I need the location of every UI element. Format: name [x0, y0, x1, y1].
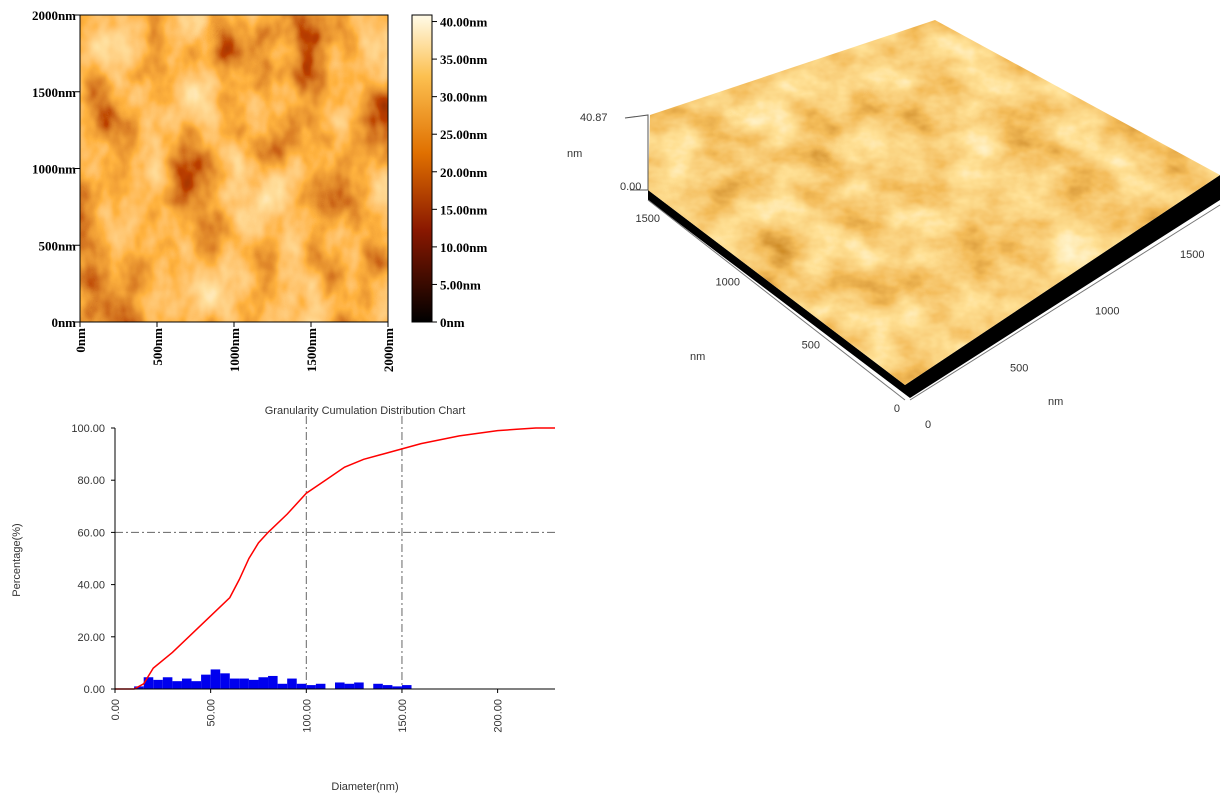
y-tick-label: 60.00 [77, 527, 105, 539]
z-min: 0.00 [620, 181, 641, 193]
histogram-bar [172, 681, 182, 689]
colorbar-label: 5.00nm [440, 277, 481, 292]
x-tick-label: 150.00 [397, 699, 409, 733]
right-axis [909, 204, 1221, 401]
colorbar-label: 15.00nm [440, 202, 487, 217]
histogram-bar [401, 685, 412, 689]
x-tick-label: 200.00 [493, 699, 505, 733]
histogram-bar [287, 678, 297, 689]
x-tick-label: 0nm [73, 328, 88, 353]
histogram-bar [143, 677, 154, 689]
left-tick-label: 0 [894, 403, 900, 415]
right-tick-label: 1500 [1180, 249, 1204, 261]
left-unit: nm [690, 351, 705, 363]
cumulative-line [115, 427, 555, 690]
afm-3d-panel: 40.87 nm 0.00 nm nm 1500 1000 500 0 0 500 1000… [567, 20, 1221, 431]
afm-surface [648, 20, 1220, 385]
histogram-bar [181, 678, 192, 689]
distribution-chart: Granularity Cumulation Distribution Char… [11, 405, 555, 793]
x-tick-label: 100.00 [301, 699, 313, 733]
right-tick-label: 500 [1010, 362, 1028, 374]
histogram-bar [210, 669, 221, 689]
y-tick-label: 0.00 [84, 684, 105, 696]
z-max: 40.87 [580, 112, 608, 124]
x-tick-label: 2000nm [381, 328, 396, 372]
histogram-bar [354, 682, 364, 689]
y-tick-label: 500nm [38, 238, 76, 253]
afm-image [80, 15, 388, 322]
y-tick-label: 80.00 [77, 475, 105, 487]
histogram-bar [277, 683, 288, 689]
histogram-bar [392, 686, 402, 689]
colorbar-label: 40.00nm [440, 15, 487, 30]
y-tick-label: 40.00 [77, 580, 105, 592]
histogram-bar [335, 682, 345, 689]
histogram-bar [191, 681, 202, 689]
left-axis [647, 199, 906, 401]
right-tick-label: 0 [925, 419, 931, 431]
right-unit: nm [1048, 396, 1063, 408]
z-unit: nm [567, 148, 582, 160]
x-tick-label: 500nm [150, 328, 165, 366]
y-axis-label: Percentage(%) [11, 523, 23, 596]
y-tick-label: 100.00 [71, 423, 105, 435]
histogram-bar [373, 683, 383, 689]
left-tick-label: 1000 [716, 276, 740, 288]
y-tick-label: 1000nm [32, 162, 76, 177]
x-tick-label: 50.00 [206, 699, 218, 727]
y-tick-label: 1500nm [32, 85, 76, 100]
afm-image-panel: 0nm 500nm 1000nm 1500nm 2000nm 0nm 500nm 1000nm… [32, 8, 488, 372]
histogram-bar [315, 683, 326, 689]
x-tick-label: 1000nm [227, 328, 242, 372]
y-tick-label: 2000nm [32, 8, 76, 23]
histogram-bar [296, 683, 307, 689]
colorbar-label: 35.00nm [440, 52, 487, 67]
chart-title: Granularity Cumulation Distribution Char… [265, 405, 466, 417]
colorbar-label: 25.00nm [440, 127, 487, 142]
histogram-bar [134, 686, 144, 689]
z-axis [624, 114, 649, 191]
y-tick-label: 0nm [51, 315, 76, 330]
x-tick-label: 0.00 [110, 699, 122, 720]
right-tick-label: 1000 [1095, 306, 1119, 318]
histogram-bar [201, 674, 211, 689]
histogram-bar [306, 685, 316, 689]
histogram-bar [162, 677, 173, 689]
colorbar-label: 30.00nm [440, 90, 487, 105]
colorbar-label: 0nm [440, 315, 465, 330]
colorbar [411, 14, 433, 323]
histogram-bar [248, 679, 259, 689]
colorbar-label: 20.00nm [440, 165, 487, 180]
histogram-bar [382, 685, 393, 689]
colorbar-label: 10.00nm [440, 240, 487, 255]
histogram-bar [268, 675, 278, 689]
histogram-bar [220, 673, 230, 689]
histogram-bar [344, 683, 355, 689]
x-axis-label: Diameter(nm) [331, 781, 398, 793]
x-tick-label: 1500nm [304, 328, 319, 372]
histogram-bar [153, 679, 163, 689]
y-tick-label: 20.00 [77, 632, 105, 644]
histogram-bar [229, 678, 240, 689]
histogram-bar [258, 677, 269, 689]
left-tick-label: 1500 [636, 213, 660, 225]
histogram-bar [239, 678, 249, 689]
left-tick-label: 500 [802, 340, 820, 352]
